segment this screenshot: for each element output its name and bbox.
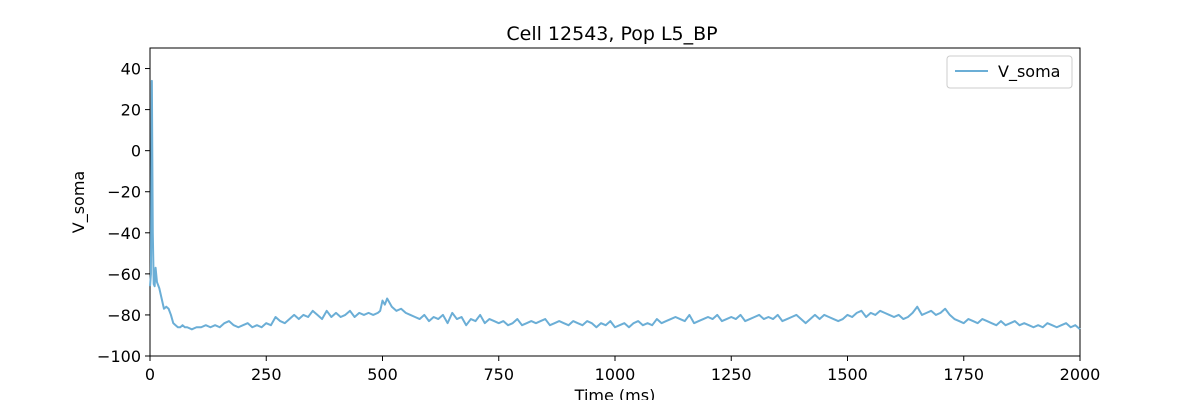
y-tick-label: −40 [107,224,141,243]
y-axis-ticks: −100 −80 −60 −40 −20 0 20 40 [97,60,150,366]
y-tick-label: 20 [121,101,141,120]
x-tick-label: 2000 [1060,365,1101,384]
x-tick-label: 1250 [711,365,752,384]
x-axis-ticks: 0 250 500 750 1000 1250 1500 1750 2000 [145,356,1100,384]
legend-label: V_soma [998,62,1060,82]
plot-area [149,47,1081,357]
x-tick-label: 250 [251,365,282,384]
y-tick-label: −80 [107,306,141,325]
x-tick-label: 750 [483,365,514,384]
y-tick-label: −60 [107,265,141,284]
series-line-0 [149,79,1081,331]
y-tick-label: 0 [131,142,141,161]
y-axis-label: V_soma [69,171,89,233]
plot-frame [149,47,1081,357]
x-tick-label: 500 [367,365,398,384]
x-tick-label: 1500 [827,365,868,384]
y-tick-label: 40 [121,60,141,79]
legend: V_soma [946,55,1073,89]
x-tick-label: 1000 [595,365,636,384]
legend-box [946,55,1073,89]
y-tick-label: −100 [97,347,141,366]
x-axis-label: Time (ms) [574,386,656,400]
chart-title: Cell 12543, Pop L5_BP [506,23,717,45]
x-tick-label: 0 [145,365,155,384]
x-tick-label: 1750 [943,365,984,384]
y-tick-label: −20 [107,183,141,202]
